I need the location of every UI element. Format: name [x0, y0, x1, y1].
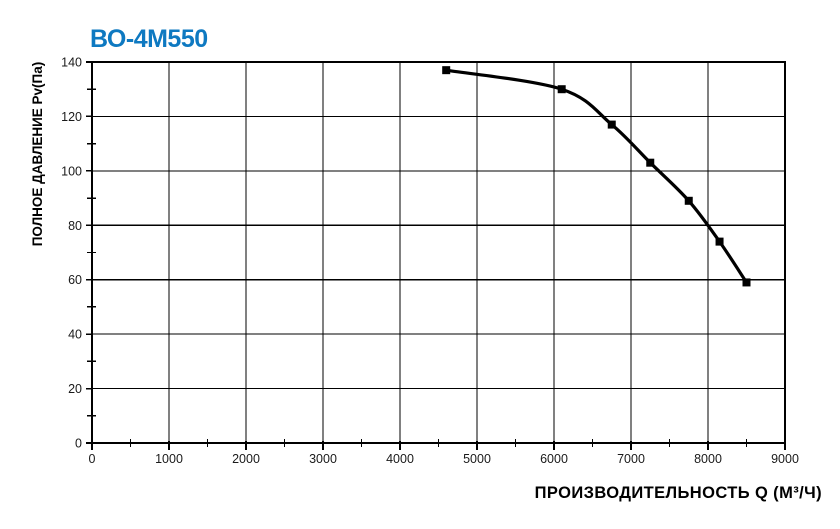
data-point-marker: [742, 278, 751, 287]
x-tick-label: 7000: [617, 452, 645, 466]
data-point-marker: [557, 85, 566, 94]
y-tick-label: 40: [68, 328, 82, 342]
x-tick-label: 1000: [155, 452, 183, 466]
y-tick-label: 0: [75, 437, 82, 451]
x-tick-label: 5000: [463, 452, 491, 466]
y-tick-label: 20: [68, 382, 82, 396]
data-point-marker: [607, 120, 616, 129]
x-tick-label: 6000: [540, 452, 568, 466]
y-tick-label: 60: [68, 273, 82, 287]
x-tick-label: 4000: [386, 452, 414, 466]
y-tick-label: 120: [61, 110, 82, 124]
series-curve: [444, 68, 749, 285]
data-point-marker: [684, 196, 693, 205]
data-point-marker: [715, 237, 724, 246]
data-point-marker: [442, 66, 451, 75]
x-tick-label: 0: [89, 452, 96, 466]
x-tick-label: 9000: [771, 452, 799, 466]
data-point-marker: [646, 158, 655, 167]
x-tick-label: 8000: [694, 452, 722, 466]
x-axis-title: ПРОИЗВОДИТЕЛЬНОСТЬ Q (М³/Ч): [534, 484, 822, 502]
y-tick-label: 100: [61, 164, 82, 178]
x-tick-label: 2000: [232, 452, 260, 466]
y-tick-label: 80: [68, 219, 82, 233]
x-tick-label: 3000: [309, 452, 337, 466]
chart-title: ВО-4М550: [90, 25, 208, 53]
plot-border: [90, 60, 787, 445]
y-tick-label: 140: [61, 56, 82, 70]
